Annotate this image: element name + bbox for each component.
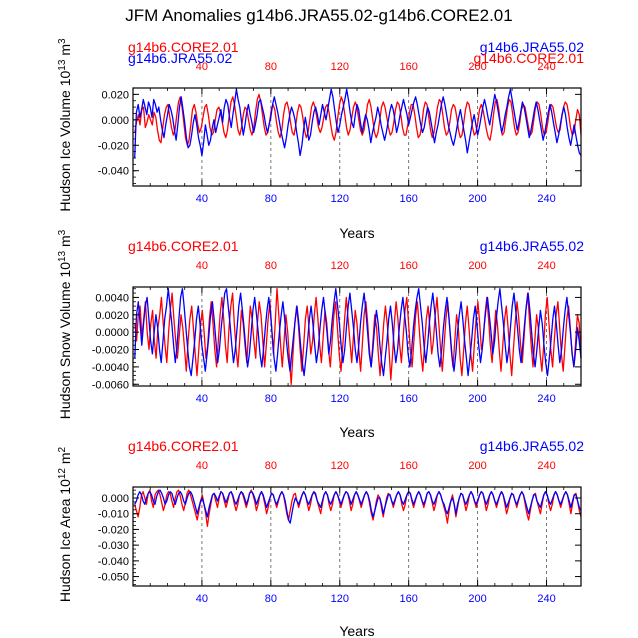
panel3-xtick-label-top: 120 <box>331 460 349 472</box>
panel2-xtick-label-bottom: 80 <box>265 393 277 405</box>
panel2-label-core: g14b6.CORE2.01 <box>128 238 239 254</box>
panel2-xtick-label-bottom: 40 <box>196 393 208 405</box>
panel2-xtick-label-top: 80 <box>265 260 277 272</box>
page-title: JFM Anomalies g14b6.JRA55.02-g14b6.CORE2… <box>125 6 513 25</box>
panel2-ytick-label: -0.0020 <box>92 345 129 357</box>
panel2-xtick-label-top: 120 <box>331 260 349 272</box>
panel2-series-core <box>134 288 582 385</box>
panel2-xtick-label-bottom: 120 <box>331 393 349 405</box>
panel1-xtick-label-top: 160 <box>400 61 418 73</box>
panel3-series-jra <box>134 489 582 524</box>
panel3-ytick-label: -0.010 <box>98 509 129 521</box>
panel3-xlabel: Years <box>339 623 374 638</box>
panel1-ytick-label: 0.020 <box>101 89 129 101</box>
panel3-label-core: g14b6.CORE2.01 <box>128 438 239 454</box>
panel3-ytick-label: -0.050 <box>98 572 129 584</box>
panel2-xtick-label-top: 160 <box>400 260 418 272</box>
panel2-ytick-label: 0.0040 <box>95 292 129 304</box>
panel1-label-jra: g14b6.JRA55.02 <box>480 39 585 55</box>
panel1-xtick-label-top: 40 <box>196 61 208 73</box>
panel2-label-jra: g14b6.JRA55.02 <box>480 238 585 254</box>
panel1-ytick-label: 0.000 <box>101 115 129 127</box>
panel1-xtick-label-bottom: 240 <box>537 193 555 205</box>
panel3-xtick-label-top: 80 <box>265 460 277 472</box>
panel3-xtick-label-bottom: 80 <box>265 593 277 605</box>
panel1-xtick-label-top: 200 <box>468 61 486 73</box>
panel1-label-core-overlap: g14b6.CORE2.01 <box>473 50 584 66</box>
panel1-ytick-label: -0.040 <box>98 166 129 178</box>
panel2-xtick-label-top: 40 <box>196 260 208 272</box>
panel3-xtick-label-bottom: 120 <box>331 593 349 605</box>
panel1-xtick-label-bottom: 200 <box>468 193 486 205</box>
panel3-xtick-label-top: 40 <box>196 460 208 472</box>
panel1-xtick-label-top: 120 <box>331 61 349 73</box>
panel1-ytick-label: -0.020 <box>98 140 129 152</box>
panel3-xtick-label-bottom: 160 <box>400 593 418 605</box>
panel2-xtick-label-bottom: 200 <box>468 393 486 405</box>
panel3-ylabel: Hudson Ice Area 1012 m2 <box>57 446 74 602</box>
panel2-ytick-label: -0.0040 <box>92 362 129 374</box>
panel1-frame <box>132 87 582 187</box>
panel3-ytick-label: -0.020 <box>98 524 129 536</box>
panel1-series-core <box>134 93 582 146</box>
panel3-xtick-label-top: 200 <box>468 460 486 472</box>
panel1-xtick-label-top: 80 <box>265 61 277 73</box>
panel2-xtick-label-top: 240 <box>537 260 555 272</box>
panel2-xtick-label-top: 200 <box>468 260 486 272</box>
panel1-xlabel: Years <box>339 225 374 241</box>
panel1-xtick-label-bottom: 40 <box>196 193 208 205</box>
panel2-xtick-label-bottom: 240 <box>537 393 555 405</box>
panel3-xtick-label-bottom: 40 <box>196 593 208 605</box>
panel2-xlabel: Years <box>339 424 374 440</box>
panel1-series-jra <box>134 88 582 159</box>
panel1-label-core: g14b6.CORE2.01 <box>128 39 239 55</box>
panel3-ytick-label: 0.000 <box>101 493 129 505</box>
panel1-xtick-label-bottom: 80 <box>265 193 277 205</box>
panel1-xtick-label-bottom: 160 <box>400 193 418 205</box>
panel2-ytick-label: 0.0000 <box>95 327 129 339</box>
panel3-xtick-label-bottom: 200 <box>468 593 486 605</box>
panel2-ylabel: Hudson Snow Volume 1013 m3 <box>57 229 74 419</box>
panel3-xtick-label-top: 160 <box>400 460 418 472</box>
panel3-xtick-label-top: 240 <box>537 460 555 472</box>
panel2-series-jra <box>134 288 582 377</box>
panel2-ytick-label: -0.0060 <box>92 379 129 391</box>
panel3-ytick-label: -0.040 <box>98 556 129 568</box>
panel2-ytick-label: 0.0020 <box>95 310 129 322</box>
panel1-ylabel: Hudson Ice Volume 1013 m3 <box>57 38 74 212</box>
panel1-xtick-label-top: 240 <box>537 61 555 73</box>
panel3-ytick-label: -0.030 <box>98 540 129 552</box>
panel3-xtick-label-bottom: 240 <box>537 593 555 605</box>
panel1-xtick-label-bottom: 120 <box>331 193 349 205</box>
panel3-label-jra: g14b6.JRA55.02 <box>480 438 585 454</box>
panel2-xtick-label-bottom: 160 <box>400 393 418 405</box>
panel1-label-jra-overlap: g14b6.JRA55.02 <box>128 50 233 66</box>
